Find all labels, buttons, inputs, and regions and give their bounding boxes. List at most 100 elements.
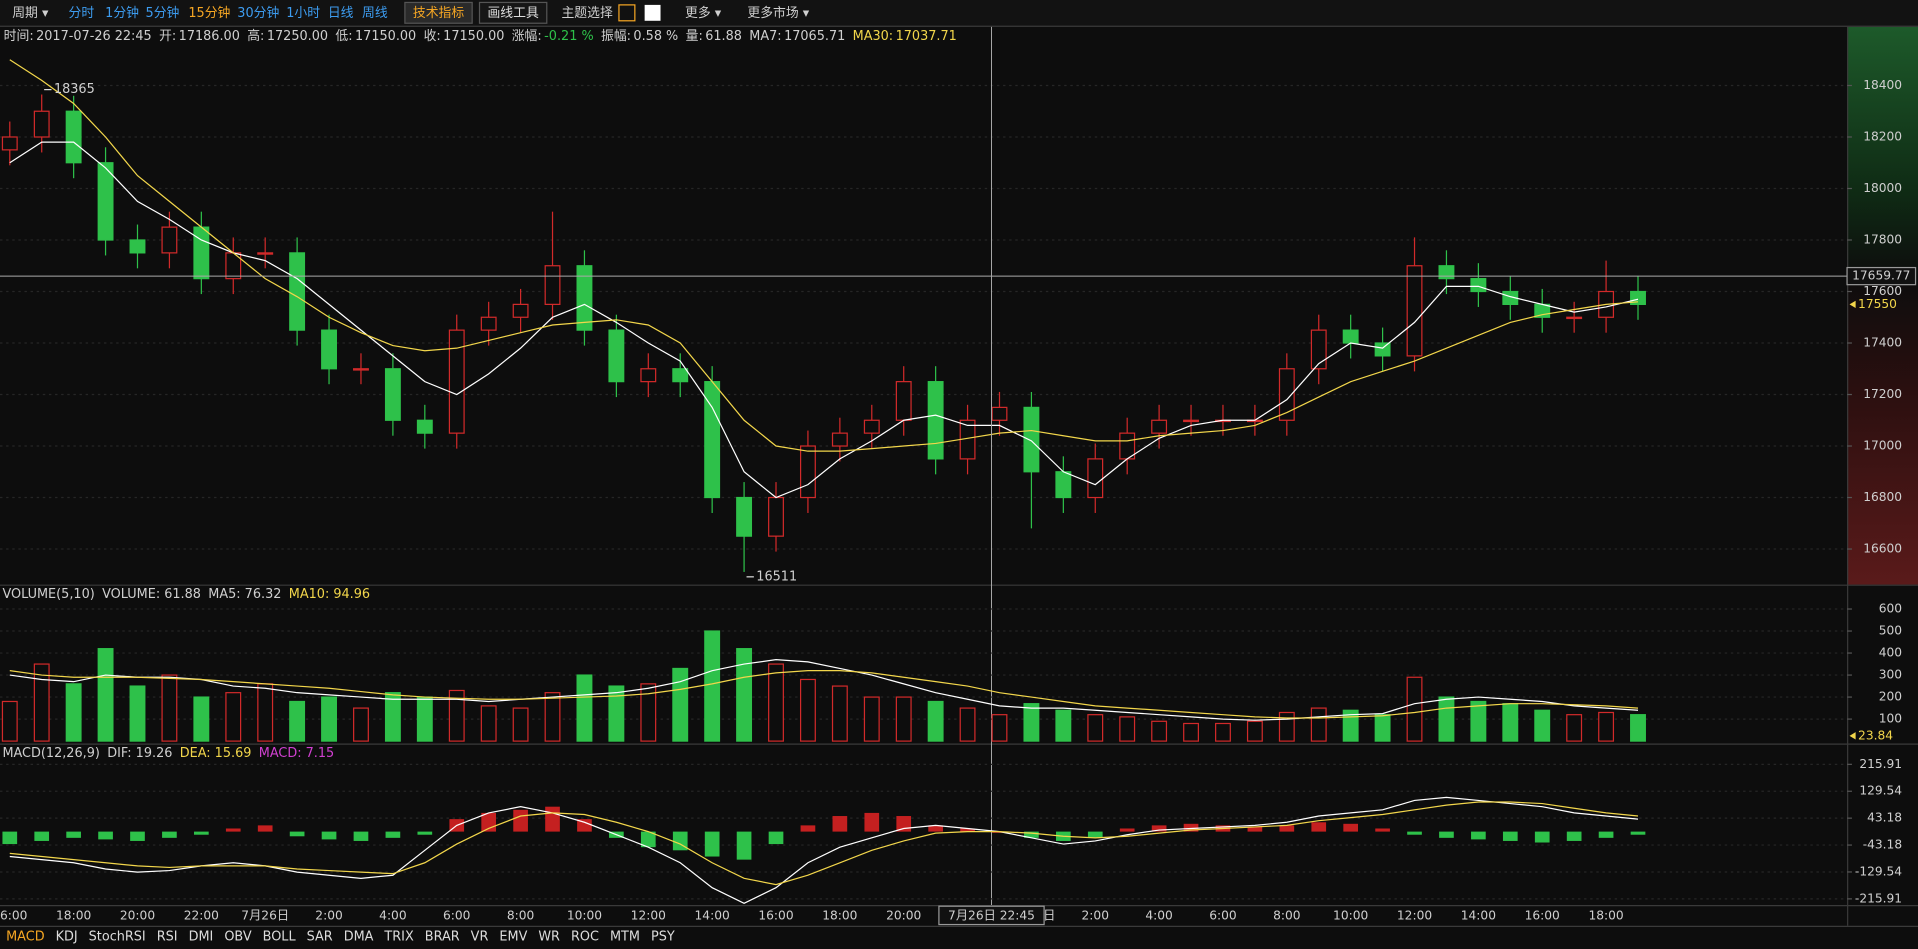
panel-header: MA5: 76.32 bbox=[208, 587, 281, 602]
volume-bar bbox=[927, 700, 944, 742]
candle-body bbox=[1183, 419, 1199, 423]
indicator-tab[interactable]: RSI bbox=[157, 929, 178, 944]
volume-bar bbox=[321, 696, 337, 742]
macd-bar bbox=[385, 831, 401, 838]
macd-bar bbox=[864, 812, 880, 832]
x-tick-label: 6:00 bbox=[1209, 908, 1236, 922]
volume-bar bbox=[1374, 714, 1391, 742]
volume-bar bbox=[257, 683, 274, 742]
volume-bar bbox=[193, 696, 210, 742]
indicator-tab[interactable]: StochRSI bbox=[89, 929, 146, 944]
crosshair-y-box bbox=[1846, 266, 1917, 286]
macd-bar bbox=[1534, 831, 1550, 843]
indicator-tab[interactable]: SAR bbox=[307, 929, 333, 944]
volume-bar bbox=[991, 714, 1008, 742]
volume-bar bbox=[1310, 707, 1327, 742]
y-tick-label: 16600 bbox=[1863, 542, 1902, 556]
period-menu[interactable]: 周期 ▾ bbox=[12, 6, 49, 21]
macd-bar bbox=[1183, 823, 1199, 832]
volume-bar bbox=[384, 692, 401, 742]
period-tab[interactable]: 分时 bbox=[69, 6, 95, 21]
volume-bar bbox=[1246, 720, 1263, 742]
volume-bar bbox=[512, 707, 529, 742]
info-label: 振幅: bbox=[601, 29, 631, 44]
theme-swatch[interactable] bbox=[644, 4, 661, 21]
macd-bar bbox=[130, 831, 145, 841]
info-value: 17186.00 bbox=[179, 29, 240, 44]
y-tick-label: 400 bbox=[1879, 646, 1902, 660]
volume-bar bbox=[1566, 714, 1583, 742]
volume-bar bbox=[97, 648, 114, 742]
y-tick-label: 17400 bbox=[1863, 336, 1902, 350]
depth-strip bbox=[1847, 26, 1918, 585]
x-tick-label: 4:00 bbox=[1145, 908, 1172, 922]
candle-body bbox=[1151, 419, 1168, 434]
more-markets-menu[interactable]: 更多市场 ▾ bbox=[747, 5, 809, 21]
indicator-tab[interactable]: MACD bbox=[6, 929, 45, 944]
more-menu[interactable]: 更多 ▾ bbox=[685, 6, 722, 21]
toolbar-button[interactable] bbox=[478, 1, 548, 24]
candle-body bbox=[161, 226, 178, 254]
macd-bar bbox=[1024, 831, 1039, 838]
period-tab[interactable]: 日线 bbox=[328, 6, 354, 21]
panel-header: DIF: 19.26 bbox=[107, 746, 172, 761]
toolbar-button[interactable] bbox=[404, 1, 473, 24]
candle-body bbox=[193, 226, 210, 280]
y-tick-label: 17200 bbox=[1863, 387, 1902, 401]
volume-bar bbox=[1278, 711, 1295, 742]
indicator-tab[interactable]: BOLL bbox=[263, 929, 297, 944]
indicator-tab[interactable]: DMA bbox=[344, 929, 374, 944]
volume-bar bbox=[129, 685, 146, 742]
x-tick-label: 16:00 bbox=[0, 908, 27, 922]
candle-body bbox=[1470, 278, 1487, 293]
indicator-tab[interactable]: MTM bbox=[610, 929, 640, 944]
period-tab[interactable]: 1分钟 bbox=[105, 5, 139, 21]
volume-bar bbox=[33, 663, 50, 742]
macd-bar bbox=[577, 819, 592, 832]
indicator-tab[interactable]: OBV bbox=[224, 929, 252, 944]
panel-header: MACD(12,26,9) bbox=[2, 746, 99, 761]
indicator-tab[interactable]: TRIX bbox=[383, 929, 414, 944]
volume-bar bbox=[799, 678, 816, 742]
period-tab[interactable]: 15分钟 bbox=[188, 5, 230, 21]
candle-body bbox=[576, 265, 593, 331]
period-tab[interactable]: 1小时 bbox=[286, 6, 320, 21]
volume-bar bbox=[831, 685, 848, 742]
indicator-tab[interactable]: PSY bbox=[651, 929, 675, 944]
last-volume-arrow bbox=[1849, 732, 1856, 740]
macd-bar bbox=[704, 831, 720, 857]
extreme-label: 16511 bbox=[756, 569, 797, 584]
indicator-tab[interactable]: EMV bbox=[499, 929, 527, 944]
y-tick-label: 300 bbox=[1879, 668, 1902, 682]
indicator-tab[interactable]: VR bbox=[471, 929, 489, 944]
volume-bar bbox=[1630, 714, 1646, 742]
indicator-tab[interactable]: WR bbox=[538, 929, 560, 944]
last-volume-label: 23.84 bbox=[1858, 728, 1893, 742]
info-label: 开: bbox=[159, 29, 176, 44]
y-tick-label: 215.91 bbox=[1859, 757, 1902, 771]
y-tick-label: 600 bbox=[1879, 602, 1902, 616]
candle-body bbox=[1023, 406, 1040, 473]
y-tick-label: 100 bbox=[1879, 712, 1902, 726]
volume-bar bbox=[1087, 714, 1104, 742]
macd-bar bbox=[321, 831, 337, 840]
candle-body bbox=[1438, 265, 1455, 280]
period-tab[interactable]: 周线 bbox=[362, 6, 388, 21]
indicator-tab[interactable]: BRAR bbox=[425, 929, 460, 944]
toolbar-button-label[interactable]: 画线工具 bbox=[487, 6, 538, 21]
macd-bar bbox=[66, 831, 81, 838]
indicator-line bbox=[9, 141, 1639, 499]
last-price-label: 17550 bbox=[1858, 297, 1897, 311]
indicator-tab[interactable]: DMI bbox=[189, 929, 214, 944]
theme-swatch[interactable] bbox=[618, 4, 636, 22]
volume-bar bbox=[959, 707, 976, 742]
indicator-tab[interactable]: ROC bbox=[571, 929, 599, 944]
period-tab[interactable]: 30分钟 bbox=[237, 5, 279, 21]
indicator-tab[interactable]: KDJ bbox=[56, 929, 78, 944]
last-price-arrow bbox=[1849, 300, 1856, 309]
toolbar-button-label[interactable]: 技术指标 bbox=[413, 6, 464, 21]
macd-bar bbox=[1502, 831, 1518, 841]
period-tab[interactable]: 5分钟 bbox=[146, 5, 180, 21]
